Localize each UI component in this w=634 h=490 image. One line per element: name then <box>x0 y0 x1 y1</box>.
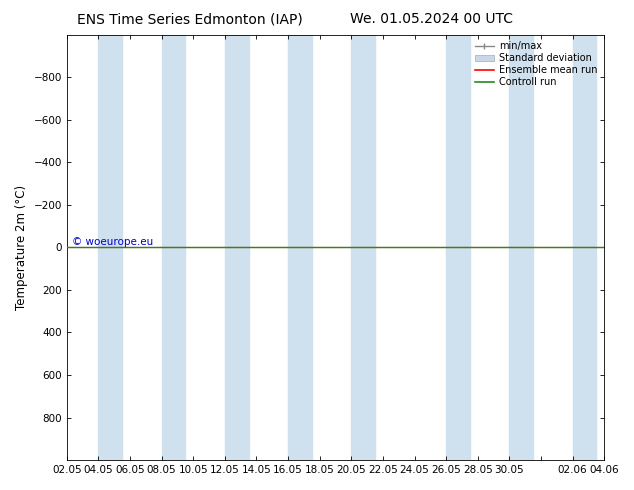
Bar <box>288 35 312 460</box>
Bar <box>351 35 375 460</box>
Bar <box>446 35 470 460</box>
Bar <box>225 35 249 460</box>
Text: ENS Time Series Edmonton (IAP): ENS Time Series Edmonton (IAP) <box>77 12 303 26</box>
Legend: min/max, Standard deviation, Ensemble mean run, Controll run: min/max, Standard deviation, Ensemble me… <box>472 40 599 89</box>
Bar <box>573 35 597 460</box>
Y-axis label: Temperature 2m (°C): Temperature 2m (°C) <box>15 185 28 310</box>
Bar <box>509 35 533 460</box>
Text: We. 01.05.2024 00 UTC: We. 01.05.2024 00 UTC <box>349 12 513 26</box>
Bar <box>162 35 185 460</box>
Text: © woeurope.eu: © woeurope.eu <box>72 237 153 247</box>
Bar <box>98 35 122 460</box>
